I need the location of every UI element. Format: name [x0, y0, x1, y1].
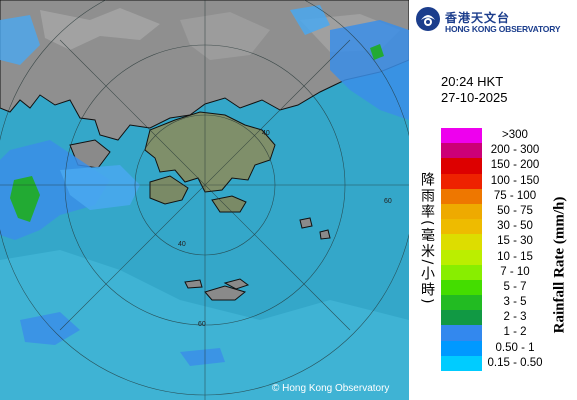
mainland-terrain	[40, 8, 160, 50]
range-label: 40	[178, 241, 186, 248]
legend-swatch	[441, 188, 482, 204]
legend-swatch	[441, 203, 482, 220]
rain-echo	[330, 20, 409, 120]
legend-label: 0.15 - 0.50	[487, 356, 543, 369]
timestamp: 20:24 HKT 27-10-2025	[441, 74, 508, 106]
rain-echo	[180, 348, 225, 366]
island	[223, 278, 250, 290]
date-text: 27-10-2025	[441, 90, 508, 105]
legend-label: 200 - 300	[490, 144, 540, 157]
rain-echo	[290, 5, 330, 35]
legend-label: 7 - 10	[500, 265, 530, 278]
legend-label: 75 - 100	[493, 189, 537, 202]
island	[319, 229, 331, 240]
legend-label: 50 - 75	[497, 204, 533, 217]
range-label: 60	[198, 321, 206, 328]
lantau-island	[149, 175, 189, 205]
legend-swatch	[441, 279, 482, 296]
legend-title-english: Rainfall Rate (mm/h)	[551, 196, 568, 334]
legend-label: 30 - 50	[497, 220, 533, 233]
legend-label: 5 - 7	[503, 280, 527, 293]
legend-label: >300	[502, 129, 528, 141]
legend-swatch	[441, 234, 482, 250]
legend-swatch	[441, 173, 482, 189]
island	[184, 279, 203, 289]
logo-english-name: HONG KONG OBSERVATORY	[445, 24, 561, 34]
range-label: 60	[384, 198, 392, 205]
radar-map[interactable]: 40 60 40 60 © Hong Kong Observatory	[0, 0, 409, 400]
copyright-notice: © Hong Kong Observatory	[272, 383, 390, 394]
legend-label: 150 - 200	[490, 159, 540, 172]
legend-title-chinese: 降雨率(毫米/小時)	[419, 172, 435, 306]
legend-label: 3 - 5	[503, 296, 527, 309]
rain-echo	[20, 312, 80, 345]
legend-label: 100 - 150	[490, 174, 540, 187]
rain-echo-heavy	[10, 176, 40, 222]
rain-echo	[0, 15, 40, 65]
legend-label: 1 - 2	[503, 326, 527, 339]
island	[204, 285, 247, 301]
legend-swatch	[441, 355, 482, 371]
legend-swatch	[441, 325, 482, 341]
legend-label: 10 - 15	[497, 250, 533, 263]
hko-logo: 香港天文台 HONG KONG OBSERVATORY	[415, 6, 575, 36]
legend-swatch	[441, 128, 482, 144]
radar-map-canvas: 40 60 40 60	[0, 0, 409, 400]
range-label: 40	[262, 130, 270, 137]
legend-swatch	[441, 249, 482, 265]
legend-label: 2 - 3	[503, 311, 527, 324]
hong-kong-land	[144, 111, 276, 193]
legend-swatch	[441, 158, 482, 174]
legend-label: 15 - 30	[497, 235, 533, 248]
range-rings	[0, 0, 409, 400]
legend-swatch	[441, 310, 482, 326]
mainland-terrain	[180, 12, 270, 60]
legend-swatch	[441, 295, 482, 311]
island	[299, 217, 313, 229]
hko-logo-icon	[416, 7, 440, 31]
legend-panel: 香港天文台 HONG KONG OBSERVATORY 20:24 HKT 27…	[409, 0, 577, 400]
legend-swatch	[441, 219, 482, 235]
legend-swatch	[441, 143, 482, 159]
legend-swatch	[441, 264, 482, 280]
legend-swatch	[441, 340, 482, 356]
legend-label: 0.50 - 1	[495, 341, 535, 354]
logo-chinese-name: 香港天文台	[445, 11, 511, 25]
rain-echo-heavy	[370, 44, 384, 60]
rain-echo	[60, 165, 140, 210]
time-text: 20:24 HKT	[441, 74, 504, 89]
hk-island	[211, 195, 247, 213]
